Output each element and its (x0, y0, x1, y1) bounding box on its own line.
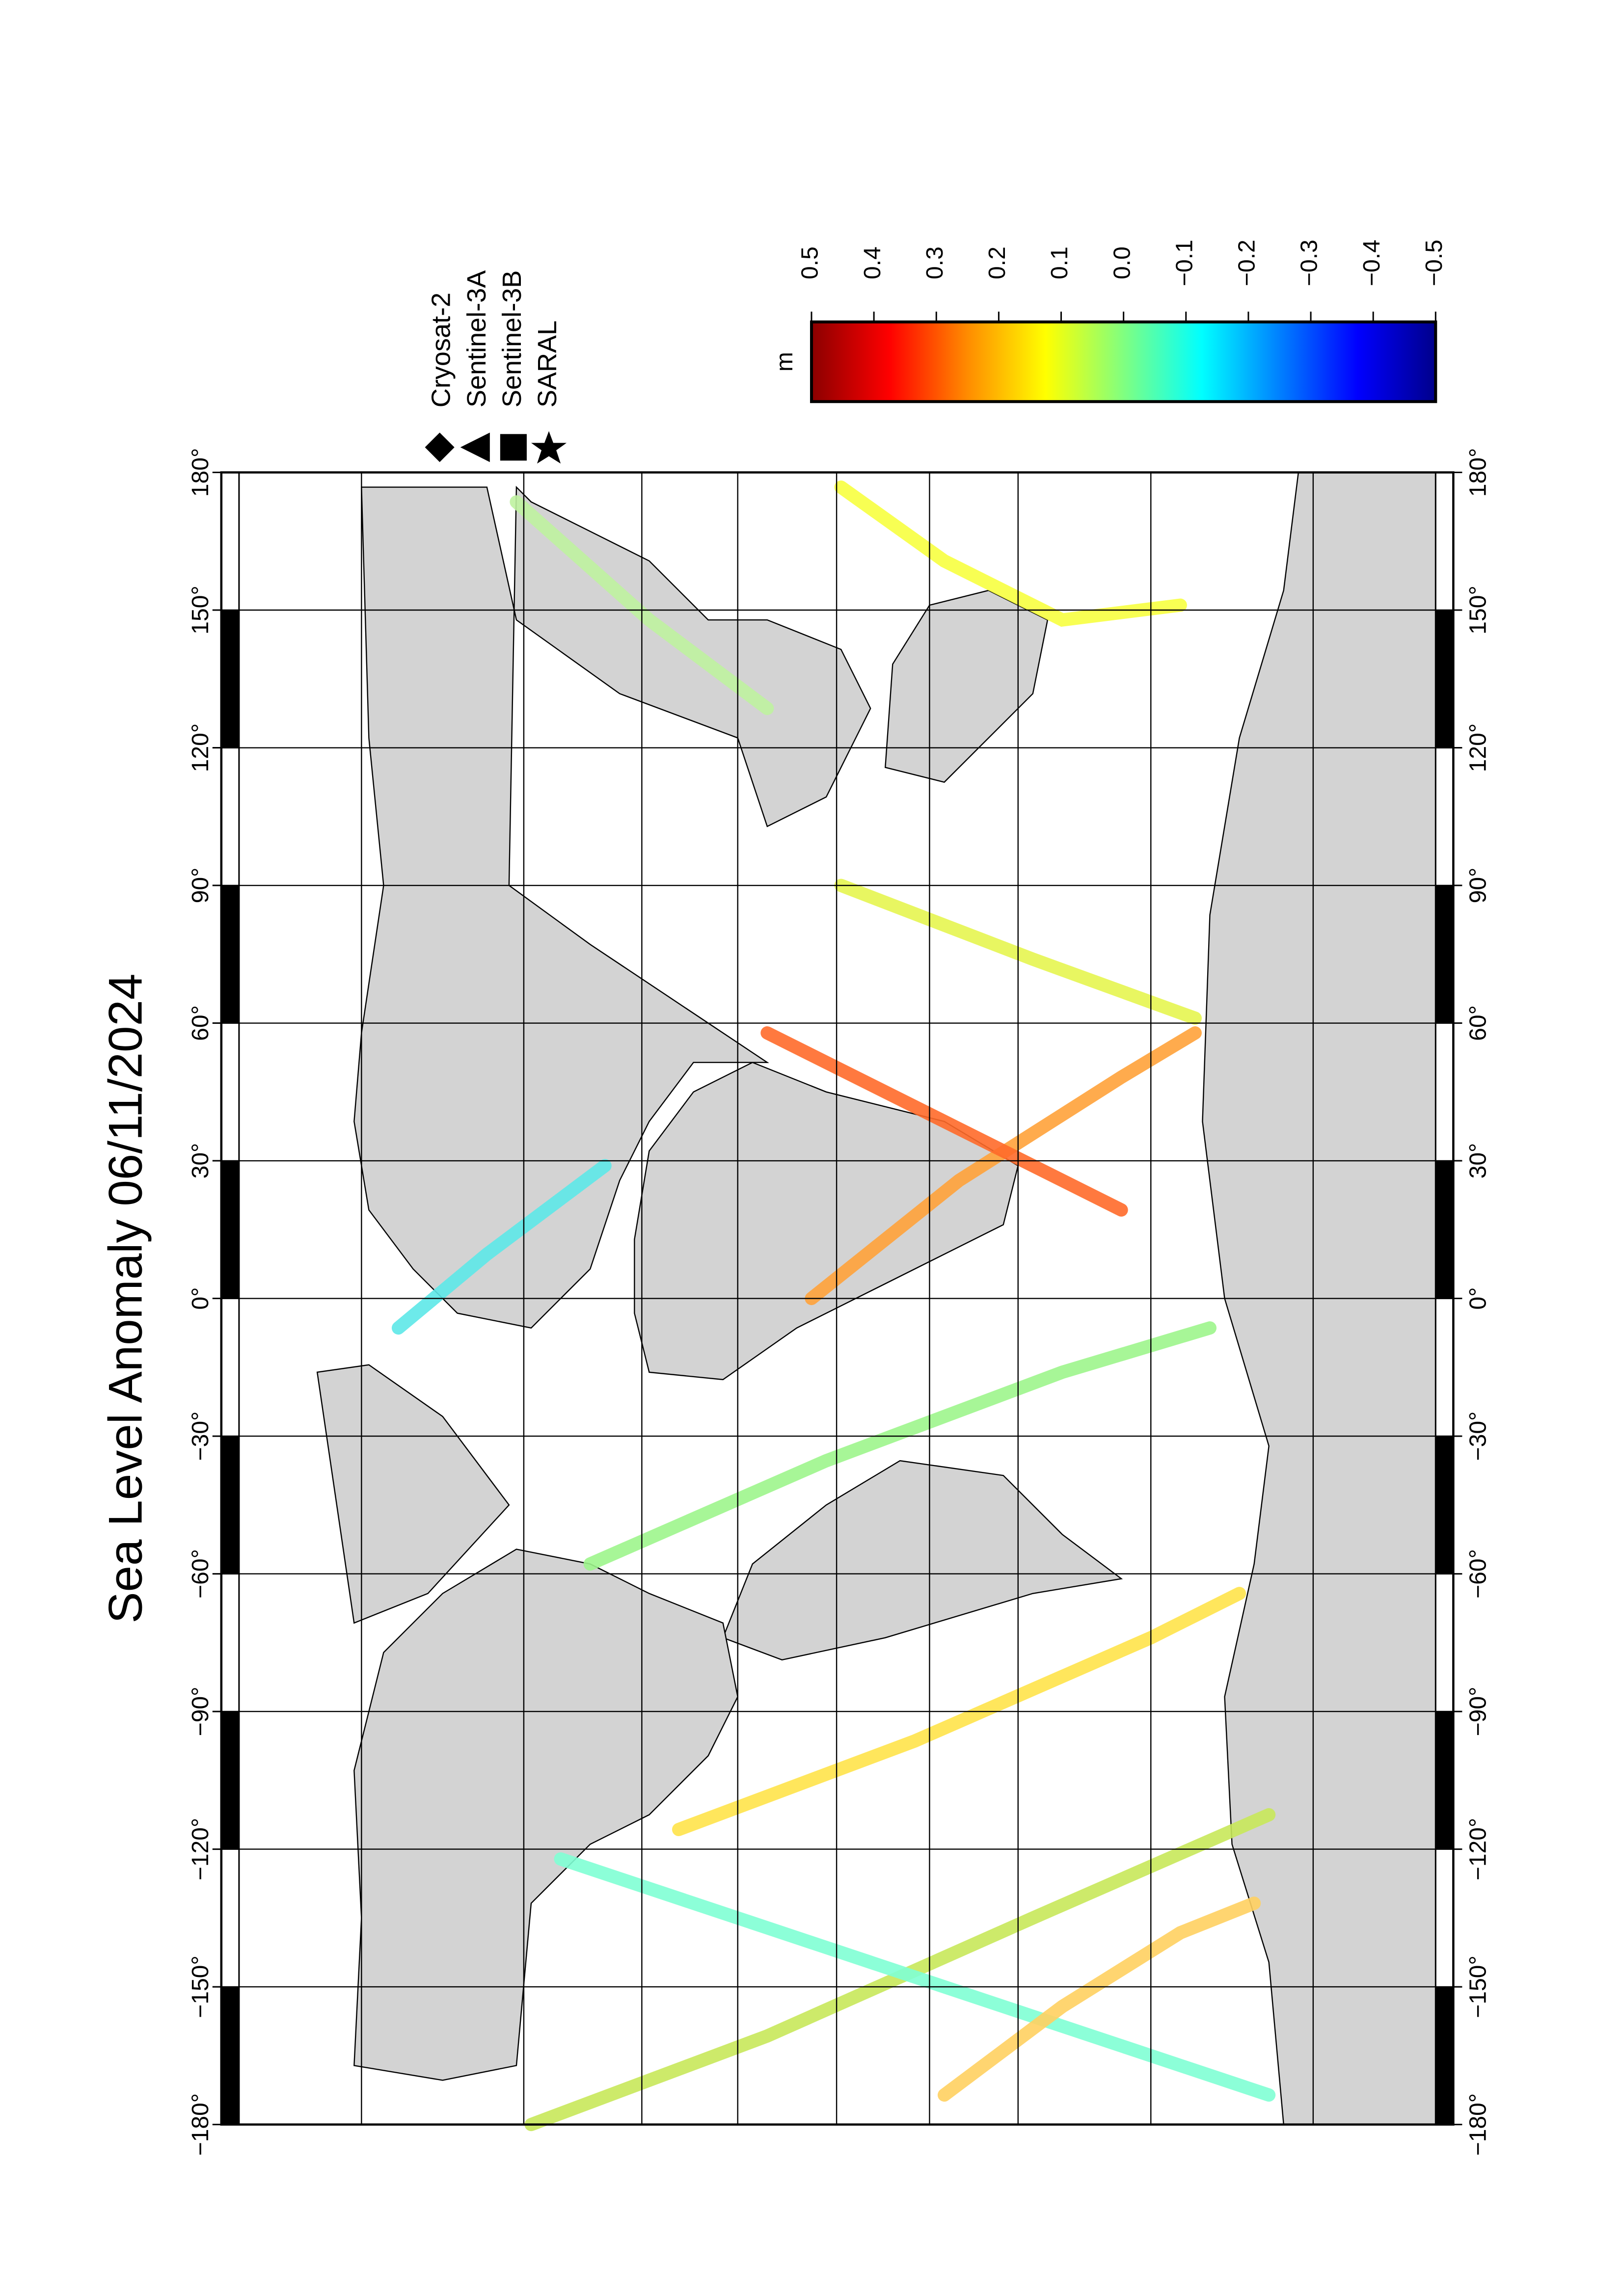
x-tick-label: 120° (1464, 723, 1491, 772)
legend-label: SARAL (533, 320, 562, 407)
frame-band (220, 1435, 240, 1575)
greenland (316, 1364, 510, 1624)
colorbar-tick-label: 0.3 (921, 246, 948, 279)
frame-band (220, 1710, 240, 1850)
colorbar-tick-label: 0.1 (1046, 246, 1073, 279)
frame-band (1435, 1435, 1454, 1575)
x-tick-label: −90° (187, 1687, 214, 1736)
colorbar-tick-label: 0.2 (984, 246, 1010, 279)
legend-markers (425, 431, 567, 464)
track (834, 879, 1202, 1025)
track (672, 1587, 1246, 1837)
south-america (722, 1460, 1123, 1661)
frame-band (220, 1848, 240, 1988)
colorbar-tick-label: −0.1 (1171, 240, 1197, 286)
x-tick-label: 120° (187, 723, 214, 772)
x-tick-label: −180° (1464, 2093, 1491, 2156)
colorbar (810, 320, 1437, 403)
colorbar-tick-label: 0.5 (797, 246, 823, 279)
frame-band (1435, 1298, 1454, 1437)
frame-band (220, 472, 240, 611)
track (583, 1321, 1217, 1571)
x-tick-label: 150° (1464, 586, 1491, 634)
frame-band (1435, 1573, 1454, 1712)
x-tick-label: 180° (1464, 448, 1491, 497)
map-frame (238, 471, 1436, 2126)
x-tick-label: 30° (187, 1143, 214, 1179)
x-tick-label: 180° (187, 448, 214, 497)
colorbar-tick-label: −0.3 (1296, 240, 1323, 286)
frame-band (220, 884, 240, 1024)
x-tick-label: 60° (187, 1005, 214, 1041)
colorbar-tick-label: 0.0 (1109, 246, 1135, 279)
colorbar-tick-label: 0.4 (859, 246, 886, 279)
x-tick-label: 150° (187, 586, 214, 634)
frame-band (1435, 609, 1454, 748)
x-tick-label: 60° (1464, 1005, 1491, 1041)
x-tick-label: 0° (1464, 1287, 1491, 1310)
frame-band (220, 1022, 240, 1162)
frame-band (1435, 1848, 1454, 1988)
frame-band (1435, 1986, 1454, 2125)
legend-marker (500, 434, 527, 461)
x-tick-label: −150° (187, 1955, 214, 2018)
x-tick-label: 0° (187, 1287, 214, 1310)
track (391, 1159, 612, 1335)
x-tick-label: −60° (187, 1549, 214, 1599)
colorbar-tick-label: −0.5 (1421, 240, 1447, 286)
x-tick-label: −30° (1464, 1412, 1491, 1461)
track (510, 495, 774, 715)
frame-band (1435, 472, 1454, 611)
x-tick-label: −30° (187, 1412, 214, 1461)
track (760, 1026, 1128, 1217)
x-tick-label: −90° (1464, 1687, 1491, 1736)
frame-band (220, 747, 240, 886)
frame-band (1435, 1160, 1454, 1299)
legend-marker (531, 431, 567, 464)
track (805, 1026, 1202, 1306)
x-tick-label: −150° (1464, 1955, 1491, 2018)
x-tick-label: −180° (187, 2093, 214, 2156)
frame-band (1435, 747, 1454, 886)
colorbar-label: m (771, 352, 798, 372)
x-tick-label: 30° (1464, 1143, 1491, 1179)
legend-marker (460, 432, 490, 462)
frame-band (220, 1298, 240, 1437)
colorbar-tick-label: −0.2 (1234, 240, 1260, 286)
legend-marker (425, 432, 455, 462)
frame-band (220, 1573, 240, 1712)
frame-band (1435, 1710, 1454, 1850)
frame-band (220, 1160, 240, 1299)
legend-label: Sentinel-3B (497, 270, 527, 408)
frame-band (1435, 884, 1454, 1024)
colorbar-tick-label: −0.4 (1358, 240, 1385, 286)
x-tick-label: 90° (187, 868, 214, 904)
frame-band (1435, 1022, 1454, 1162)
x-tick-label: −120° (1464, 1818, 1491, 1881)
track (937, 1896, 1261, 2102)
chart-title: Sea Level Anomaly 06/11/2024 (100, 974, 152, 1624)
track (834, 481, 1187, 627)
x-tick-label: −120° (187, 1818, 214, 1881)
x-tick-label: −60° (1464, 1549, 1491, 1599)
track (554, 1852, 1276, 2102)
frame-band (220, 609, 240, 748)
rotated-layer: Sea Level Anomaly 06/11/2024 m −180° −180… (100, 240, 1491, 2156)
x-tick-label: 90° (1464, 868, 1491, 904)
legend-label: Cryosat-2 (427, 293, 456, 407)
frame-band (220, 1986, 240, 2125)
legend-label: Sentinel-3A (462, 270, 491, 408)
